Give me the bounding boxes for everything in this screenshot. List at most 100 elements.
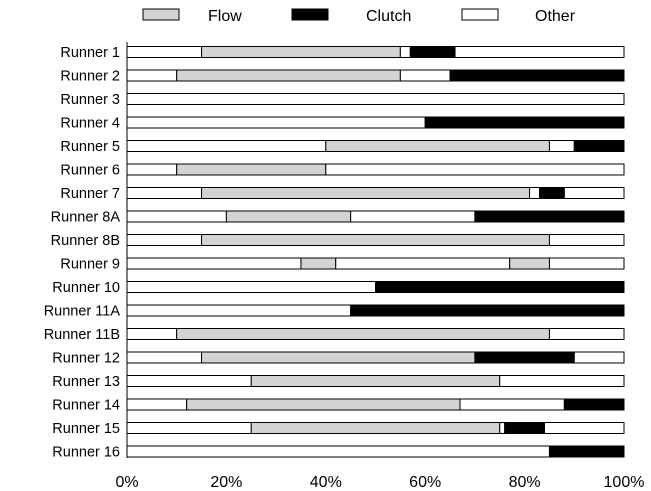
bar-segment-other: [126, 375, 252, 387]
bar-row: [126, 69, 625, 82]
legend: Flow Clutch Other: [142, 8, 576, 25]
bar-row: [126, 422, 625, 434]
bar-segment-flow: [176, 328, 550, 340]
bar-segment-clutch: [474, 210, 625, 223]
bar-segment-other: [335, 257, 511, 270]
legend-label-other: Other: [535, 8, 576, 25]
category-label: Runner 14: [52, 398, 120, 414]
bar-segment-other: [126, 304, 352, 317]
bar-segment-flow: [201, 46, 401, 58]
category-label: Runner 1: [60, 45, 120, 61]
bar-row: [126, 398, 625, 411]
bars: [126, 46, 625, 458]
bar-segment-flow: [325, 140, 550, 152]
x-tick-label: 60%: [409, 474, 441, 491]
category-label: Runner 6: [60, 163, 120, 179]
bar-segment-flow: [300, 257, 337, 270]
bar-row: [126, 445, 625, 458]
x-tick-label: 20%: [210, 474, 242, 491]
bar-segment-clutch: [573, 140, 625, 152]
category-label: Runner 15: [52, 421, 120, 437]
bar-segment-other: [126, 445, 550, 458]
bar-segment-other: [499, 422, 506, 434]
legend-swatch-flow: [142, 8, 180, 21]
bar-segment-other: [350, 210, 476, 223]
bar-segment-clutch: [474, 351, 575, 364]
bar-row: [126, 281, 625, 293]
bar-row: [126, 304, 625, 317]
bar-segment-other: [126, 351, 203, 364]
bar-segment-clutch: [548, 445, 625, 458]
legend-label-clutch: Clutch: [366, 8, 411, 25]
category-label: Runner 11B: [44, 327, 120, 343]
bar-segment-other: [499, 375, 625, 387]
category-label: Runner 12: [52, 351, 120, 367]
bar-segment-clutch: [504, 422, 545, 434]
bar-segment-other: [126, 257, 302, 270]
category-label: Runner 11A: [44, 304, 121, 320]
bar-segment-other: [126, 93, 625, 105]
bar-segment-flow: [225, 210, 352, 223]
bar-segment-other: [573, 351, 625, 364]
bar-segment-clutch: [375, 281, 625, 293]
category-label: Runner 8B: [51, 233, 120, 249]
bar-row: [126, 93, 625, 105]
bar-segment-other: [563, 187, 625, 199]
bar-segment-flow: [250, 422, 501, 434]
bar-segment-other: [459, 398, 565, 411]
category-label: Runner 7: [60, 186, 120, 202]
x-tick-labels: 0% 20% 40% 60% 80% 100%: [115, 474, 644, 491]
bar-segment-other: [454, 46, 625, 58]
bar-segment-flow: [176, 69, 401, 82]
bar-segment-other: [548, 140, 575, 152]
bar-segment-other: [126, 187, 203, 199]
category-label: Runner 9: [60, 257, 120, 273]
bar-segment-other: [126, 163, 178, 176]
bar-segment-other: [126, 69, 178, 82]
x-tick-label: 80%: [509, 474, 541, 491]
bar-segment-flow: [509, 257, 550, 270]
category-label: Runner 4: [60, 116, 120, 132]
bar-segment-other: [126, 116, 426, 129]
bar-segment-flow: [201, 234, 550, 246]
bar-segment-other: [399, 69, 451, 82]
category-label: Runner 3: [60, 92, 120, 108]
bar-row: [126, 351, 625, 364]
bar-row: [126, 140, 625, 152]
bar-segment-clutch: [424, 116, 625, 129]
legend-label-flow: Flow: [208, 8, 242, 25]
bar-segment-other: [548, 328, 625, 340]
x-tick-label: 0%: [115, 474, 138, 491]
bar-segment-other: [126, 328, 178, 340]
bar-segment-other: [126, 46, 203, 58]
category-label: Runner 16: [52, 445, 120, 461]
bar-segment-other: [399, 46, 411, 58]
bar-segment-other: [548, 257, 625, 270]
category-label: Runner 13: [52, 374, 120, 390]
bar-segment-other: [548, 234, 625, 246]
bar-row: [126, 116, 625, 129]
bar-segment-clutch: [409, 46, 456, 58]
bar-row: [126, 328, 625, 340]
bar-segment-other: [126, 140, 327, 152]
x-tick-label: 40%: [310, 474, 342, 491]
bar-segment-flow: [201, 187, 531, 199]
category-label: Runner 10: [52, 280, 120, 296]
bar-row: [126, 257, 625, 270]
bar-row: [126, 375, 625, 387]
bar-segment-clutch: [350, 304, 625, 317]
category-labels: Runner 1 Runner 2 Runner 3 Runner 4 Runner 5…: [44, 45, 121, 461]
bar-row: [126, 210, 625, 223]
bar-segment-other: [126, 398, 188, 411]
bar-row: [126, 163, 625, 176]
legend-swatch-clutch: [291, 8, 329, 21]
category-label: Runner 8A: [51, 210, 121, 226]
category-label: Runner 2: [60, 69, 120, 85]
bar-segment-clutch: [563, 398, 625, 411]
bar-segment-other: [126, 210, 227, 223]
bar-segment-other: [543, 422, 625, 434]
bar-segment-clutch: [539, 187, 565, 199]
bar-segment-other: [126, 281, 376, 293]
bar-row: [126, 187, 625, 199]
